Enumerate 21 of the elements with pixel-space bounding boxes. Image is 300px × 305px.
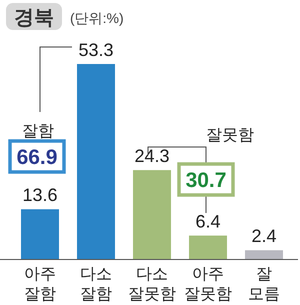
annotation: 잘함 [22,123,54,140]
bar [245,250,283,259]
data-label: 2.4 [251,226,277,246]
bar [21,209,59,259]
data-label: 13.6 [22,185,58,206]
chart-title: 경북 [14,7,54,29]
x-tick-label: 다소 잘못함 [128,266,176,303]
bar [77,64,115,259]
bar [133,170,171,259]
bar [189,236,227,259]
annotation: 66.9 [16,146,58,169]
chart-subtitle: (단위:%) [70,10,124,26]
annotation: 잘못함 [206,127,254,144]
x-tick-label: 아주 잘함 [24,266,56,303]
data-label: 24.3 [134,146,170,166]
data-label: 53.3 [78,40,114,60]
x-tick-label: 잘 모름 [248,266,280,303]
annotation: 30.7 [186,169,226,192]
x-tick-label: 아주 잘못함 [184,266,232,303]
data-label: 6.4 [195,212,221,232]
x-tick-label: 다소 잘함 [80,266,112,303]
